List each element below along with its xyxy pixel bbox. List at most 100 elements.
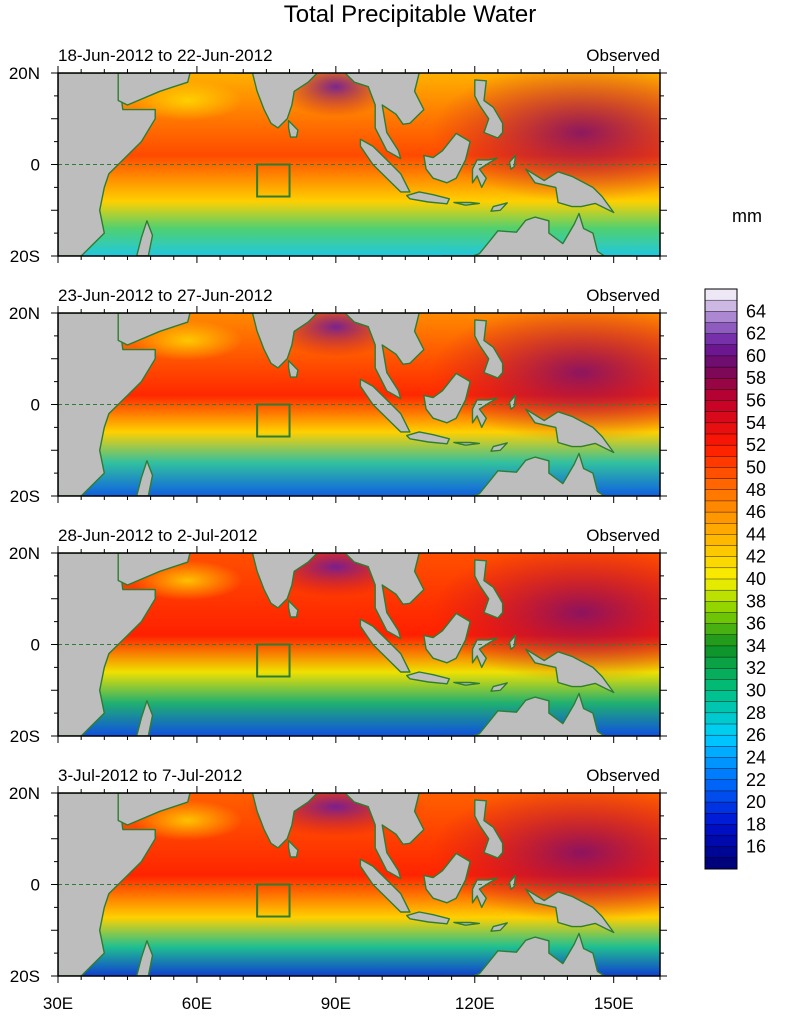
colorbar-bin bbox=[704, 746, 738, 758]
colorbar-bin bbox=[704, 757, 738, 770]
land-mass bbox=[406, 191, 450, 205]
colorbar-bin bbox=[704, 857, 738, 870]
colorbar-label: 46 bbox=[746, 502, 766, 522]
figure-title: Total Precipitable Water bbox=[284, 1, 537, 28]
panel-tag: Observed bbox=[586, 766, 660, 785]
colorbar-label: 54 bbox=[746, 413, 766, 433]
lon-label: 150E bbox=[594, 994, 634, 1013]
map-panels: 20N 0 20S 18-Jun-2012 to 22-Jun-2012 Observe… bbox=[9, 46, 667, 986]
colorbar-bin bbox=[704, 601, 738, 613]
colorbar-bin bbox=[704, 444, 738, 457]
land-mass bbox=[508, 874, 517, 890]
land-mass bbox=[508, 634, 517, 650]
land-mass bbox=[359, 378, 411, 433]
land-mass bbox=[490, 202, 508, 212]
land-mass bbox=[233, 553, 318, 609]
colorbar-bin bbox=[704, 478, 738, 491]
land-mass bbox=[423, 852, 471, 904]
colorbar-label: 52 bbox=[746, 435, 766, 455]
colorbar-frame bbox=[704, 288, 738, 870]
land-mass bbox=[136, 460, 154, 496]
land-mass bbox=[490, 442, 508, 452]
land-mass bbox=[117, 793, 191, 826]
colorbar-label: 36 bbox=[746, 614, 766, 634]
land-mass bbox=[117, 313, 191, 346]
study-area-box bbox=[256, 163, 291, 198]
colorbar-label: 18 bbox=[746, 814, 766, 834]
land-mass bbox=[471, 877, 498, 909]
longitude-axis: 30E 60E 90E 120E 150E bbox=[43, 994, 634, 1013]
land-mass bbox=[233, 793, 318, 849]
colorbar-label: 40 bbox=[746, 569, 766, 589]
land-mass bbox=[58, 73, 156, 256]
land-mass bbox=[490, 682, 508, 692]
lat-label: 0 bbox=[31, 396, 40, 415]
colorbar-bin bbox=[704, 679, 738, 692]
land-mass bbox=[471, 157, 498, 189]
colorbar-bin bbox=[704, 701, 738, 714]
colorbar-bin bbox=[704, 835, 738, 848]
land-mass bbox=[117, 73, 191, 106]
lat-label: 20N bbox=[9, 304, 40, 323]
colorbar-bin bbox=[704, 734, 738, 747]
colorbar-label: 22 bbox=[746, 770, 766, 790]
land-mass bbox=[525, 888, 615, 934]
colorbar-bin bbox=[704, 768, 738, 781]
colorbar-bin bbox=[704, 378, 738, 390]
colorbar-bin bbox=[704, 333, 738, 346]
colorbar-bin bbox=[704, 645, 738, 658]
colorbar-bin bbox=[704, 322, 738, 335]
lat-label: 20S bbox=[10, 487, 40, 506]
colorbar-bin bbox=[704, 712, 738, 725]
land-mass bbox=[525, 168, 615, 214]
land-mass bbox=[508, 154, 517, 170]
land-mass bbox=[233, 73, 318, 129]
colorbar-bin bbox=[704, 813, 738, 825]
lat-label: 20N bbox=[9, 64, 40, 83]
panel-period: 23-Jun-2012 to 27-Jun-2012 bbox=[58, 286, 273, 305]
study-area-box bbox=[256, 883, 291, 918]
lon-label: 60E bbox=[182, 994, 212, 1013]
land-mass bbox=[441, 452, 633, 496]
land-mass bbox=[441, 692, 633, 736]
land-mass bbox=[359, 858, 411, 913]
colorbar-bin bbox=[704, 623, 738, 636]
colorbar-bin bbox=[704, 846, 738, 859]
colorbar-label: 24 bbox=[746, 747, 766, 767]
land-mass bbox=[117, 553, 191, 586]
colorbar-bin bbox=[704, 422, 738, 435]
colorbar-bin bbox=[704, 668, 738, 680]
lat-label: 20S bbox=[10, 967, 40, 986]
colorbar-bin bbox=[704, 723, 738, 736]
colorbar-label: 16 bbox=[746, 837, 766, 857]
colorbar-bin bbox=[704, 801, 738, 814]
lon-label: 90E bbox=[321, 994, 351, 1013]
colorbar-label: 28 bbox=[746, 703, 766, 723]
lat-label: 20N bbox=[9, 544, 40, 563]
land-mass bbox=[453, 201, 481, 206]
lat-label: 0 bbox=[31, 156, 40, 175]
land-mass bbox=[58, 793, 156, 976]
lat-label: 20S bbox=[10, 727, 40, 746]
land-mass bbox=[423, 132, 471, 184]
land-mass bbox=[406, 671, 450, 685]
land-mass bbox=[344, 793, 425, 880]
land-mass bbox=[406, 431, 450, 445]
colorbar-label: 44 bbox=[746, 524, 766, 544]
lon-label: 30E bbox=[43, 994, 73, 1013]
land-mass bbox=[136, 940, 154, 976]
colorbar-label: 50 bbox=[746, 457, 766, 477]
land-mass bbox=[136, 700, 154, 736]
lat-label: 20N bbox=[9, 784, 40, 803]
colorbar-bin bbox=[704, 824, 738, 837]
land-mass bbox=[474, 319, 504, 379]
colorbar-bin bbox=[704, 578, 738, 591]
land-mass bbox=[508, 394, 517, 410]
colorbar-label: 32 bbox=[746, 658, 766, 678]
panel-period: 18-Jun-2012 to 22-Jun-2012 bbox=[58, 46, 273, 65]
colorbar-label: 38 bbox=[746, 591, 766, 611]
colorbar-bin bbox=[704, 288, 738, 301]
colorbar-bin bbox=[704, 411, 738, 424]
